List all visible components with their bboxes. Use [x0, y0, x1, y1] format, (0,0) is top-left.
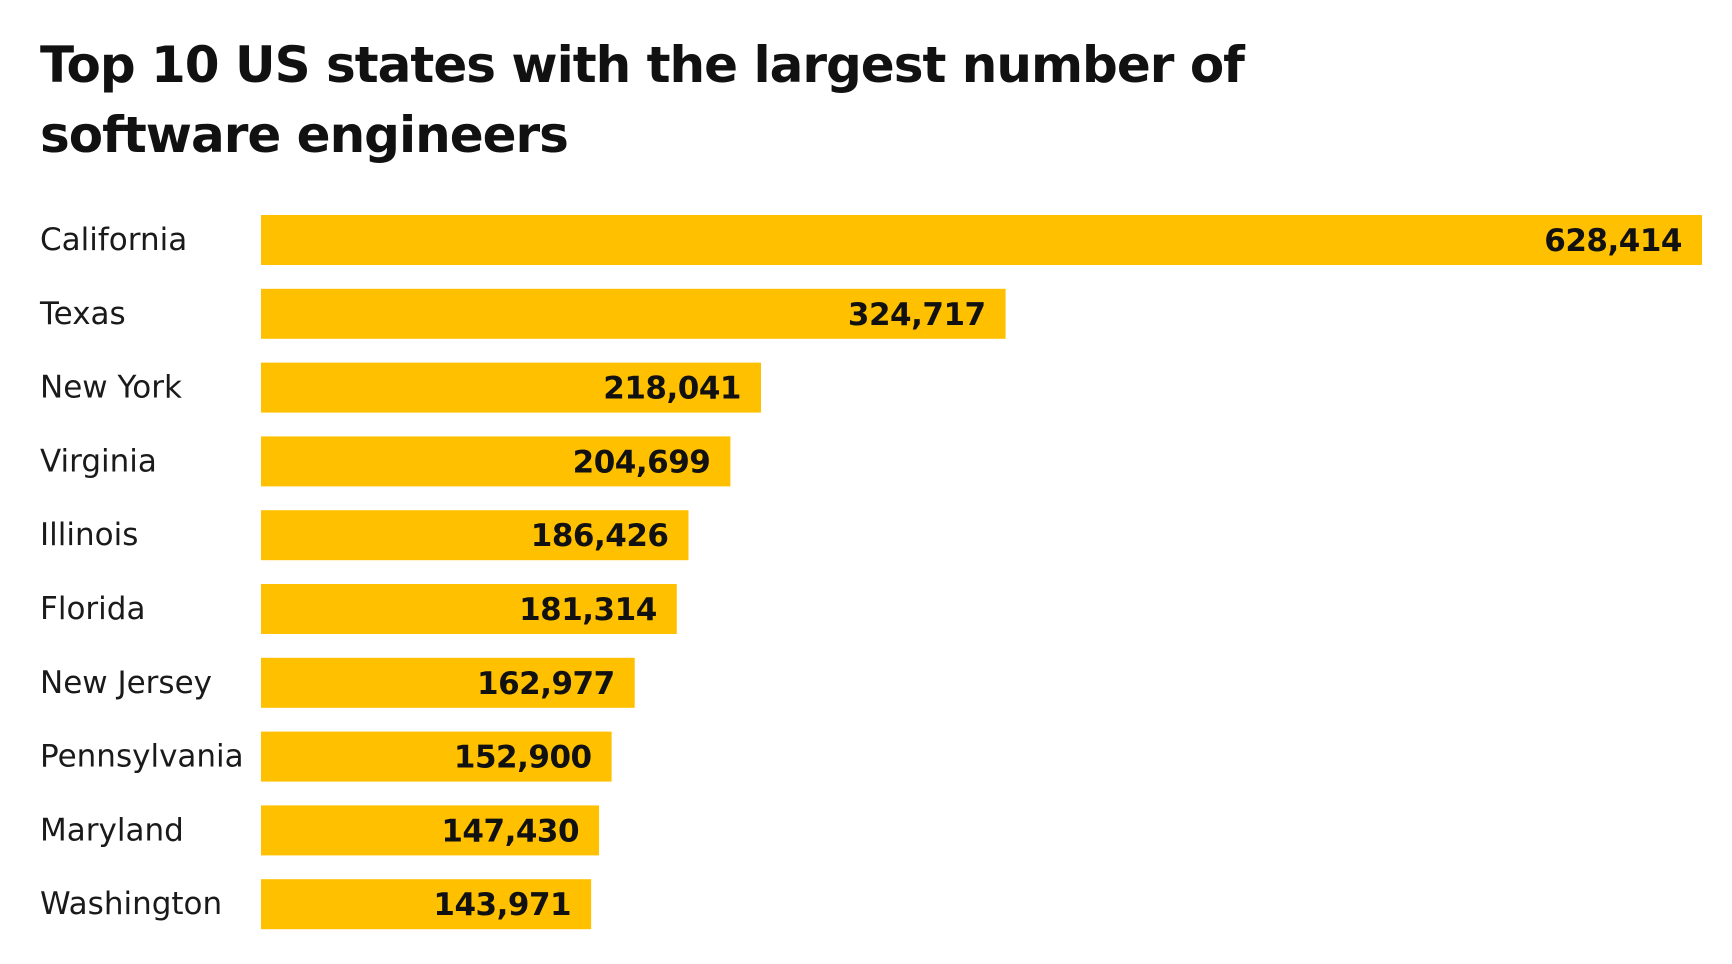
- category-label: New Jersey: [40, 665, 212, 701]
- bar-row: California 628,414: [40, 215, 1702, 265]
- bar: [261, 879, 592, 930]
- value-label: 181,314: [519, 592, 657, 628]
- bar: [261, 657, 635, 708]
- category-label: Florida: [40, 591, 145, 627]
- bar-row: New Jersey 162,977: [40, 657, 635, 708]
- bar-row: Virginia 204,699: [40, 436, 731, 487]
- value-label: 186,426: [531, 518, 669, 554]
- category-label: Washington: [40, 886, 222, 922]
- value-label: 324,717: [848, 297, 986, 333]
- bar: [261, 215, 1702, 265]
- bar: [261, 436, 731, 487]
- chart-title: Top 10 US states with the largest number…: [40, 36, 1245, 164]
- bar-row: Illinois 186,426: [40, 510, 689, 561]
- bar: [261, 805, 600, 856]
- bar: [261, 731, 612, 782]
- bar-row: Pennsylvania 152,900: [40, 731, 612, 782]
- category-label: Texas: [39, 296, 126, 332]
- bar: [261, 584, 677, 634]
- bar: [261, 362, 761, 413]
- bar-row: Florida 181,314: [40, 584, 677, 634]
- category-label: New York: [40, 370, 182, 406]
- value-label: 152,900: [454, 740, 592, 776]
- value-label: 218,041: [603, 371, 741, 407]
- bar-row: New York 218,041: [40, 362, 761, 413]
- value-label: 147,430: [441, 813, 579, 849]
- bar: [261, 288, 1006, 339]
- category-label: Illinois: [40, 517, 138, 553]
- value-label: 628,414: [1544, 223, 1682, 259]
- bar-row: Washington 143,971: [40, 879, 592, 930]
- value-label: 204,699: [573, 444, 711, 480]
- category-label: California: [40, 222, 187, 258]
- bar: [261, 510, 689, 561]
- value-label: 162,977: [477, 666, 615, 702]
- category-label: Maryland: [40, 812, 184, 848]
- bar-row: Texas 324,717: [39, 288, 1006, 339]
- bar-row: Maryland 147,430: [40, 805, 600, 856]
- category-label: Virginia: [40, 443, 157, 479]
- value-label: 143,971: [433, 887, 571, 923]
- category-label: Pennsylvania: [40, 739, 244, 775]
